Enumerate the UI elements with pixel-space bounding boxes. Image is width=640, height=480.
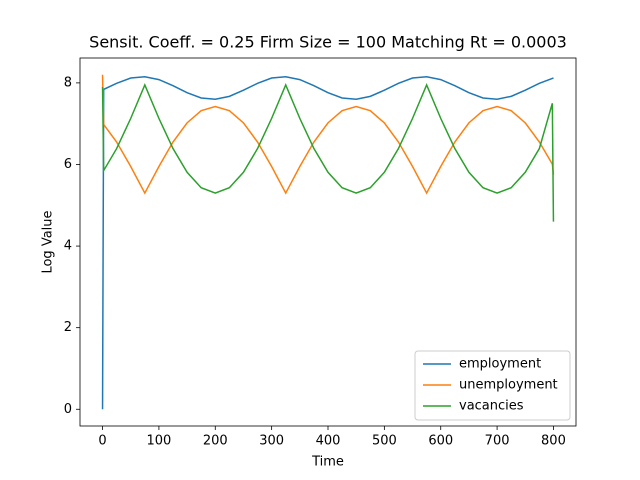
legend-box [414,350,571,421]
legend-label: unemployment [459,378,558,393]
x-axis-label: Time [311,455,344,470]
x-tick-label: 100 [146,434,171,449]
x-tick-label: 300 [259,434,284,449]
legend-label: vacancies [459,399,524,414]
y-tick-label: 2 [64,320,72,335]
x-tick-label: 400 [316,434,341,449]
y-axis-label: Log Value [41,210,56,273]
y-tick-label: 8 [64,75,72,90]
series-line [101,74,555,195]
y-tick-label: 0 [64,402,72,417]
series-line [101,82,555,222]
x-tick-label: 700 [485,434,510,449]
x-tick-label: 500 [372,434,397,449]
legend-label: employment [459,357,541,372]
x-tick-label: 0 [98,434,106,449]
y-tick-label: 6 [64,157,72,172]
series-line [101,76,554,410]
x-tick-label: 800 [541,434,566,449]
chart-title: Sensit. Coeff. = 0.25 Firm Size = 100 Ma… [89,33,567,52]
y-tick-label: 4 [64,239,72,254]
x-tick-label: 200 [203,434,228,449]
x-tick-label: 600 [428,434,453,449]
